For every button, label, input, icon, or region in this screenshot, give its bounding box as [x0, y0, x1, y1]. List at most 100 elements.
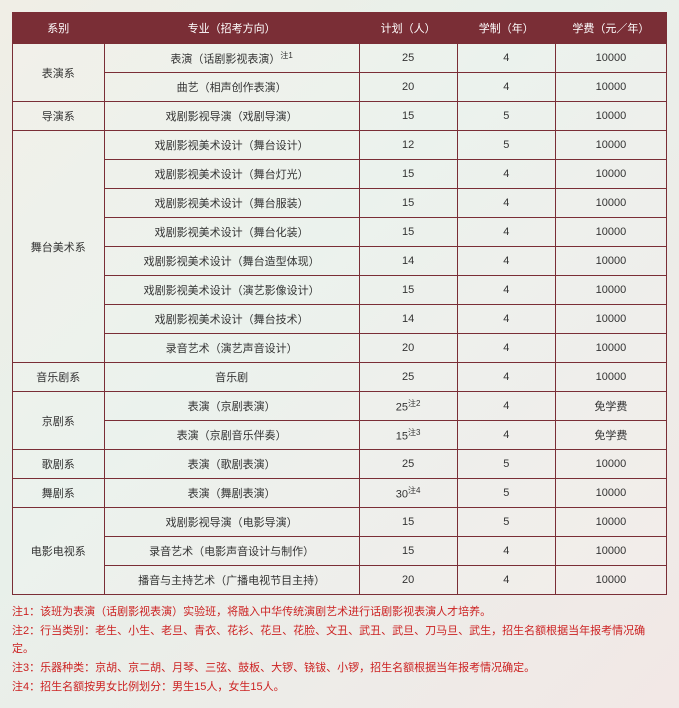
major-cell: 曲艺（相声创作表演） — [104, 73, 359, 102]
plan-cell: 15 — [359, 276, 457, 305]
plan-cell: 25 — [359, 44, 457, 73]
table-row: 播音与主持艺术（广播电视节目主持）20410000 — [13, 566, 667, 595]
table-row: 舞剧系表演（舞剧表演）30注4510000 — [13, 479, 667, 508]
fee-cell: 10000 — [555, 218, 666, 247]
fee-cell: 10000 — [555, 102, 666, 131]
fee-cell: 10000 — [555, 73, 666, 102]
dept-cell: 音乐剧系 — [13, 363, 105, 392]
fee-cell: 10000 — [555, 450, 666, 479]
years-cell: 4 — [457, 537, 555, 566]
major-cell: 戏剧影视美术设计（舞台化装） — [104, 218, 359, 247]
fee-cell: 10000 — [555, 305, 666, 334]
table-row: 戏剧影视美术设计（舞台服装）15410000 — [13, 189, 667, 218]
note-line-4: 注4：招生名额按男女比例划分：男生15人，女生15人。 — [12, 678, 667, 697]
major-cell: 戏剧影视导演（戏剧导演） — [104, 102, 359, 131]
plan-cell: 20 — [359, 334, 457, 363]
table-row: 戏剧影视美术设计（舞台化装）15410000 — [13, 218, 667, 247]
col-header-3: 学制（年） — [457, 13, 555, 44]
dept-cell: 电影电视系 — [13, 508, 105, 595]
dept-cell: 导演系 — [13, 102, 105, 131]
major-cell: 音乐剧 — [104, 363, 359, 392]
fee-cell: 10000 — [555, 44, 666, 73]
col-header-2: 计划（人） — [359, 13, 457, 44]
major-cell: 表演（歌剧表演） — [104, 450, 359, 479]
plan-cell: 14 — [359, 247, 457, 276]
major-cell: 播音与主持艺术（广播电视节目主持） — [104, 566, 359, 595]
years-cell: 4 — [457, 363, 555, 392]
note-line-2: 注2：行当类别：老生、小生、老旦、青衣、花衫、花旦、花脸、文丑、武丑、武旦、刀马… — [12, 622, 667, 659]
table-row: 曲艺（相声创作表演）20410000 — [13, 73, 667, 102]
fee-cell: 10000 — [555, 508, 666, 537]
plan-cell: 25注2 — [359, 392, 457, 421]
years-cell: 4 — [457, 189, 555, 218]
major-cell: 录音艺术（电影声音设计与制作） — [104, 537, 359, 566]
fee-cell: 10000 — [555, 479, 666, 508]
fee-cell: 免学费 — [555, 421, 666, 450]
plan-cell: 25 — [359, 363, 457, 392]
years-cell: 4 — [457, 334, 555, 363]
plan-cell: 20 — [359, 73, 457, 102]
plan-cell: 20 — [359, 566, 457, 595]
note-line-1: 注1：该班为表演（话剧影视表演）实验班，将融入中华传统演剧艺术进行话剧影视表演人… — [12, 603, 667, 622]
dept-cell: 歌剧系 — [13, 450, 105, 479]
major-cell: 表演（京剧表演） — [104, 392, 359, 421]
major-cell: 表演（京剧音乐伴奏） — [104, 421, 359, 450]
fee-cell: 10000 — [555, 566, 666, 595]
fee-cell: 10000 — [555, 363, 666, 392]
table-row: 录音艺术（演艺声音设计）20410000 — [13, 334, 667, 363]
years-cell: 4 — [457, 276, 555, 305]
fee-cell: 10000 — [555, 160, 666, 189]
years-cell: 4 — [457, 73, 555, 102]
fee-cell: 10000 — [555, 276, 666, 305]
table-row: 戏剧影视美术设计（舞台灯光）15410000 — [13, 160, 667, 189]
plan-cell: 15 — [359, 508, 457, 537]
years-cell: 4 — [457, 566, 555, 595]
major-cell: 戏剧影视美术设计（舞台技术） — [104, 305, 359, 334]
major-cell: 戏剧影视美术设计（演艺影像设计） — [104, 276, 359, 305]
dept-cell: 舞剧系 — [13, 479, 105, 508]
plan-cell: 25 — [359, 450, 457, 479]
table-row: 戏剧影视美术设计（演艺影像设计）15410000 — [13, 276, 667, 305]
major-cell: 戏剧影视美术设计（舞台设计） — [104, 131, 359, 160]
major-cell: 戏剧影视美术设计（舞台造型体现） — [104, 247, 359, 276]
table-row: 戏剧影视美术设计（舞台造型体现）14410000 — [13, 247, 667, 276]
years-cell: 5 — [457, 508, 555, 537]
major-cell: 表演（舞剧表演） — [104, 479, 359, 508]
years-cell: 5 — [457, 102, 555, 131]
table-row: 电影电视系戏剧影视导演（电影导演）15510000 — [13, 508, 667, 537]
years-cell: 4 — [457, 160, 555, 189]
years-cell: 5 — [457, 479, 555, 508]
notes-block: 注1：该班为表演（话剧影视表演）实验班，将融入中华传统演剧艺术进行话剧影视表演人… — [12, 603, 667, 696]
major-cell: 录音艺术（演艺声音设计） — [104, 334, 359, 363]
plan-cell: 15 — [359, 218, 457, 247]
col-header-4: 学费（元／年） — [555, 13, 666, 44]
years-cell: 5 — [457, 131, 555, 160]
table-row: 歌剧系表演（歌剧表演）25510000 — [13, 450, 667, 479]
fee-cell: 10000 — [555, 334, 666, 363]
fee-cell: 10000 — [555, 131, 666, 160]
fee-cell: 10000 — [555, 537, 666, 566]
years-cell: 4 — [457, 421, 555, 450]
plan-cell: 15 — [359, 160, 457, 189]
plan-cell: 14 — [359, 305, 457, 334]
years-cell: 4 — [457, 218, 555, 247]
col-header-1: 专业（招考方向） — [104, 13, 359, 44]
years-cell: 4 — [457, 392, 555, 421]
major-cell: 戏剧影视导演（电影导演） — [104, 508, 359, 537]
years-cell: 4 — [457, 247, 555, 276]
fee-cell: 10000 — [555, 247, 666, 276]
table-row: 音乐剧系音乐剧25410000 — [13, 363, 667, 392]
plan-cell: 15注3 — [359, 421, 457, 450]
dept-cell: 京剧系 — [13, 392, 105, 450]
plan-cell: 15 — [359, 537, 457, 566]
dept-cell: 表演系 — [13, 44, 105, 102]
years-cell: 4 — [457, 305, 555, 334]
major-cell: 表演（话剧影视表演）注1 — [104, 44, 359, 73]
table-row: 表演系表演（话剧影视表演）注125410000 — [13, 44, 667, 73]
note-line-3: 注3：乐器种类：京胡、京二胡、月琴、三弦、鼓板、大锣、铙钹、小锣，招生名额根据当… — [12, 659, 667, 678]
col-header-0: 系别 — [13, 13, 105, 44]
fee-cell: 免学费 — [555, 392, 666, 421]
plan-cell: 15 — [359, 189, 457, 218]
dept-cell: 舞台美术系 — [13, 131, 105, 363]
plan-cell: 30注4 — [359, 479, 457, 508]
